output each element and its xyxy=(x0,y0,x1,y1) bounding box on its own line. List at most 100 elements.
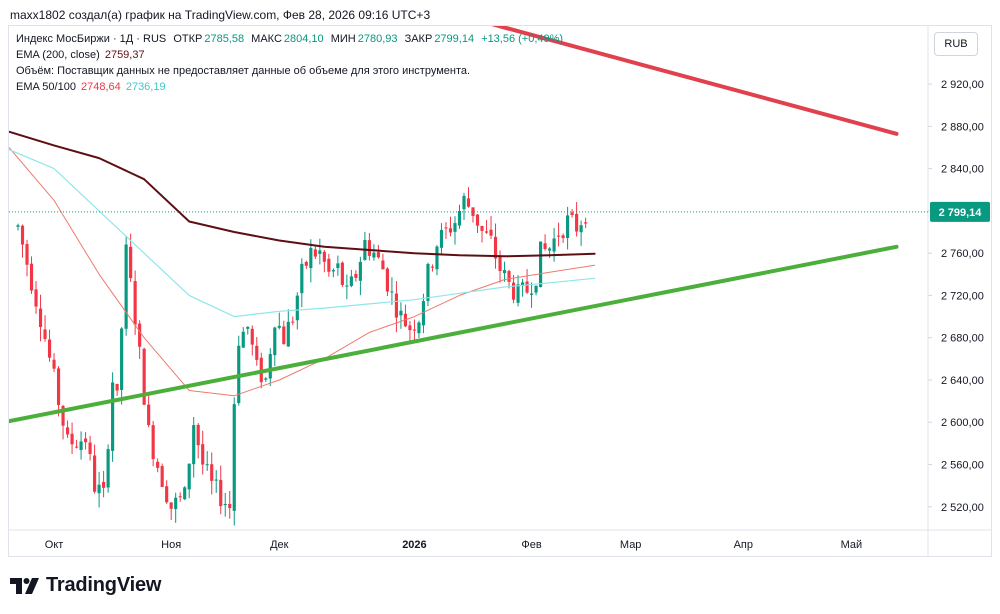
y-tick-label: 2 640,00 xyxy=(941,375,984,387)
candle-body xyxy=(160,466,164,488)
candle-body xyxy=(192,425,196,465)
candle-body xyxy=(345,285,349,287)
candle-body xyxy=(552,238,556,252)
y-tick-label: 2 880,00 xyxy=(941,121,984,133)
candle-body xyxy=(147,404,151,426)
candle-body xyxy=(205,464,209,466)
tradingview-logo[interactable]: TradingView xyxy=(10,574,161,597)
legend-ema50-value: 2748,64 xyxy=(81,81,121,93)
candle-body xyxy=(79,441,83,451)
candle-body xyxy=(178,496,182,498)
candle-body xyxy=(65,427,70,435)
legend-ema200-row[interactable]: EMA (200, close) 2759,37 xyxy=(16,47,563,63)
tradingview-wordmark: TradingView xyxy=(46,574,162,596)
candle-body xyxy=(52,359,56,369)
candle-body xyxy=(84,438,88,443)
candle-body xyxy=(475,214,480,226)
candle-body xyxy=(435,246,439,270)
legend-volume-note: Объём: Поставщик данных не предоставляет… xyxy=(16,65,471,77)
candle-body xyxy=(93,455,97,492)
candle-body xyxy=(570,212,574,215)
candle-body xyxy=(255,345,259,360)
chart-attribution: maxx1802 создал(а) график на TradingView… xyxy=(10,8,431,22)
legend-ema200-value: 2759,37 xyxy=(104,49,145,61)
legend-volume-row[interactable]: Объём: Поставщик данных не предоставляет… xyxy=(16,63,563,79)
trend-resistance-line xyxy=(491,26,899,136)
tradingview-logo-icon xyxy=(10,577,39,594)
candle-body xyxy=(584,222,588,224)
candle-body xyxy=(340,262,344,285)
candle-body xyxy=(133,281,137,325)
candle-body xyxy=(201,444,205,465)
candle-body xyxy=(566,215,570,239)
candle-body xyxy=(169,502,173,509)
plot-area xyxy=(9,26,899,526)
x-tick-label: Апр xyxy=(734,539,753,551)
chart-frame[interactable] xyxy=(8,25,992,557)
candle-body xyxy=(543,243,547,250)
candle-body xyxy=(448,228,453,233)
candle-body xyxy=(124,244,128,329)
candle-body xyxy=(187,463,191,490)
candle-body xyxy=(174,497,178,510)
y-tick-label: 2 720,00 xyxy=(941,290,984,302)
candle-body xyxy=(156,461,160,468)
candle-body xyxy=(228,503,232,509)
candle-body xyxy=(20,225,25,245)
candle-body xyxy=(214,479,218,481)
candle-body xyxy=(74,446,79,448)
last-price-label: 2 799,14 xyxy=(939,207,983,219)
candle-body xyxy=(106,449,110,488)
candle-body xyxy=(142,348,146,405)
candle-body xyxy=(97,484,101,494)
candle-body xyxy=(241,331,245,348)
candle-body xyxy=(322,251,326,262)
candle-body xyxy=(548,248,552,251)
legend-ema50-100-row[interactable]: EMA 50/100 2748,64 2736,19 xyxy=(16,79,563,95)
legend-ema200-label: EMA (200, close) xyxy=(16,49,100,61)
candle-body xyxy=(70,433,74,445)
candle-body xyxy=(183,487,187,500)
legend-close-value: 2799,14 xyxy=(434,33,475,45)
candle-body xyxy=(165,486,169,503)
candle-body xyxy=(88,442,92,454)
y-tick-label: 2 920,00 xyxy=(941,79,984,91)
candle-body xyxy=(120,328,124,390)
candle-body xyxy=(43,329,47,339)
candle-body xyxy=(277,325,281,328)
legend-open-label: ОТКР xyxy=(173,33,203,45)
candle-body xyxy=(331,270,335,272)
candle-body xyxy=(318,250,322,254)
candle-body xyxy=(484,231,489,233)
x-tick-label: Ноя xyxy=(161,539,181,551)
candle-body xyxy=(367,240,371,256)
candle-body xyxy=(444,227,448,229)
candle-body xyxy=(529,293,534,295)
candle-body xyxy=(525,281,529,293)
candle-body xyxy=(38,308,43,328)
x-tick-label: Май xyxy=(841,539,863,551)
candle-body xyxy=(115,383,119,391)
y-tick-label: 2 760,00 xyxy=(941,248,984,260)
candle-body xyxy=(282,326,286,345)
candle-body xyxy=(511,282,516,300)
candle-body xyxy=(210,464,214,481)
candle-body xyxy=(453,223,457,232)
legend-open-value: 2785,58 xyxy=(204,33,245,45)
candle-body xyxy=(421,301,426,326)
candle-body xyxy=(264,378,268,380)
candle-body xyxy=(223,503,227,506)
candle-body xyxy=(286,321,290,347)
chart-legend: Индекс МосБиржи · 1Д · RUS ОТКР 2785,58 М… xyxy=(16,31,563,95)
candle-body xyxy=(575,213,579,232)
legend-symbol[interactable]: Индекс МосБиржи · 1Д · RUS xyxy=(16,33,167,45)
legend-high-label: МАКС xyxy=(251,33,282,45)
x-tick-label: Фев xyxy=(521,539,541,551)
candle-body xyxy=(417,322,421,334)
currency-button[interactable]: RUB xyxy=(934,32,978,56)
y-tick-label: 2 520,00 xyxy=(941,502,984,514)
candle-body xyxy=(358,261,362,281)
candle-body xyxy=(313,249,317,257)
candle-body xyxy=(430,266,435,268)
